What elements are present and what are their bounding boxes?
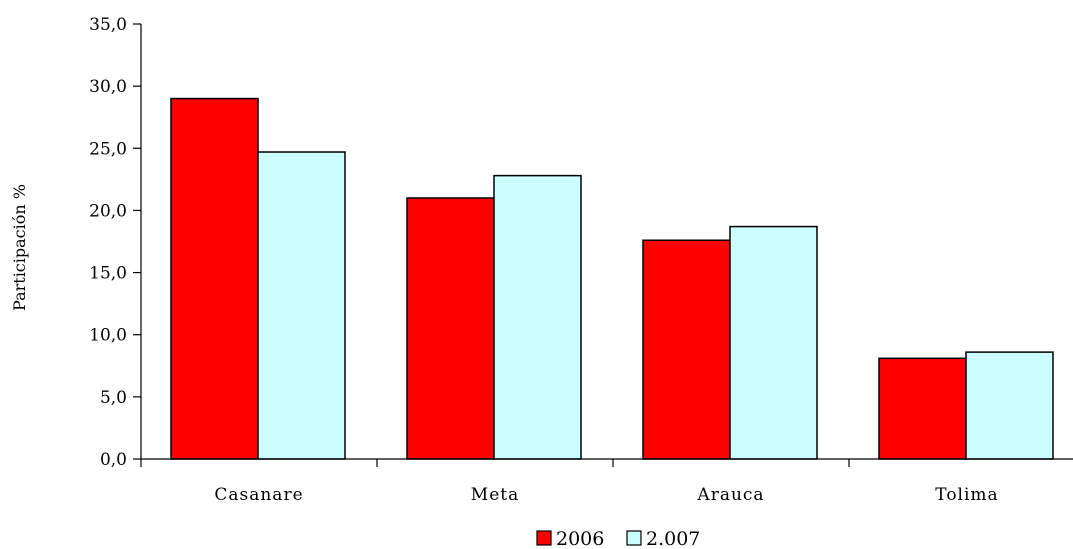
bar [642, 239, 731, 460]
bars-group [170, 97, 1054, 460]
legend-label: 2.007 [646, 528, 700, 549]
legend-swatch [536, 530, 552, 546]
bar [493, 174, 582, 460]
axes-group [140, 24, 1073, 460]
legend-label: 2006 [556, 528, 604, 549]
x-category-label: Casanare [214, 485, 303, 505]
y-tick-label: 35,0 [89, 15, 127, 35]
y-axis-title: Participación % [10, 184, 29, 311]
y-tick-label: 10,0 [89, 326, 127, 346]
bar [406, 197, 495, 460]
y-tick-label: 5,0 [100, 388, 127, 408]
bar [965, 351, 1054, 460]
bar [257, 151, 346, 460]
y-ticks-group: 0,0 5,0 10,0 15,0 20,0 25,0 30,0 35,0 [89, 15, 141, 470]
x-category-label: Meta [471, 485, 519, 505]
y-tick-label: 20,0 [89, 201, 127, 221]
x-ticks-group: Casanare Meta Arauca Tolima [140, 459, 998, 505]
x-category-label: Arauca [696, 485, 764, 505]
legend: 2006 2.007 [536, 528, 700, 549]
y-tick-label: 15,0 [89, 264, 127, 284]
bar [729, 225, 818, 460]
y-tick-label: 0,0 [100, 450, 127, 470]
bar [170, 97, 259, 460]
bar [878, 357, 967, 460]
legend-swatch [626, 530, 642, 546]
y-tick-label: 25,0 [89, 139, 127, 159]
y-tick-label: 30,0 [89, 77, 127, 97]
x-category-label: Tolima [935, 485, 998, 505]
